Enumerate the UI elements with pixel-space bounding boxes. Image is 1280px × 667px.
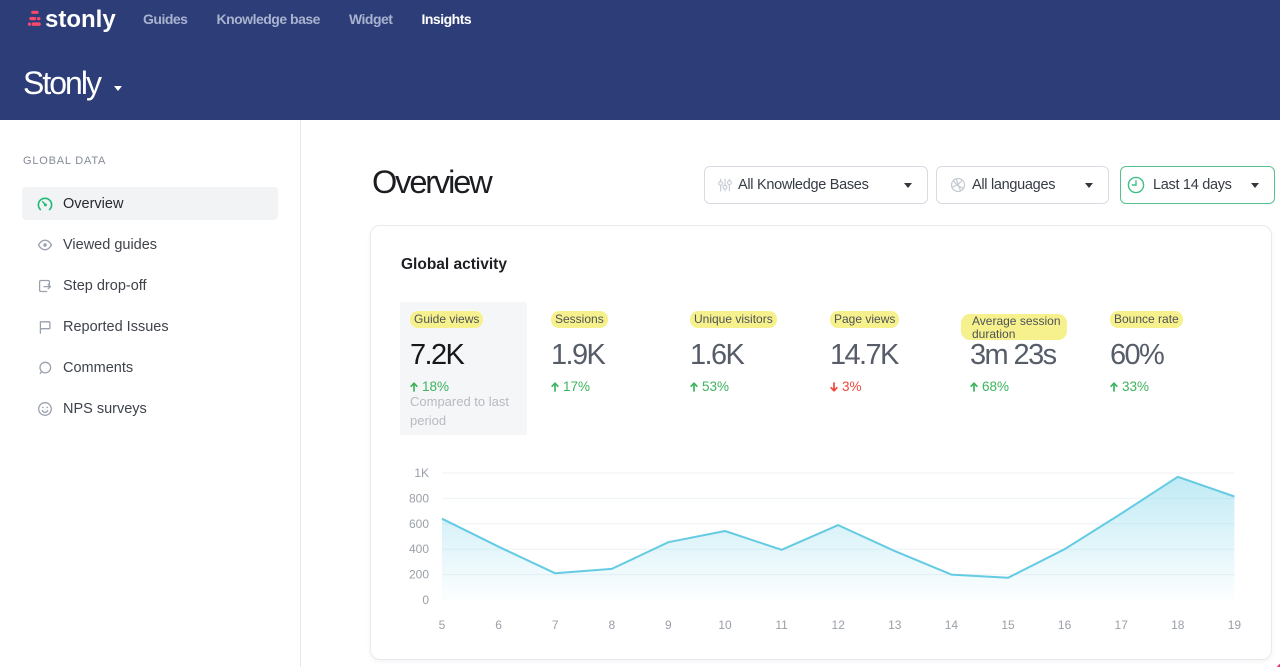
svg-text:10: 10 bbox=[718, 618, 732, 632]
svg-text:200: 200 bbox=[409, 568, 429, 582]
svg-text:1K: 1K bbox=[414, 466, 429, 480]
svg-text:8: 8 bbox=[608, 618, 615, 632]
svg-text:13: 13 bbox=[888, 618, 902, 632]
svg-text:400: 400 bbox=[409, 542, 429, 556]
svg-text:0: 0 bbox=[422, 593, 429, 607]
svg-text:7: 7 bbox=[552, 618, 559, 632]
svg-text:12: 12 bbox=[832, 618, 846, 632]
svg-text:11: 11 bbox=[775, 618, 788, 632]
svg-text:5: 5 bbox=[439, 618, 446, 632]
svg-text:800: 800 bbox=[409, 491, 429, 505]
svg-text:6: 6 bbox=[495, 618, 502, 632]
svg-text:18: 18 bbox=[1171, 618, 1185, 632]
svg-text:600: 600 bbox=[409, 517, 429, 531]
svg-text:16: 16 bbox=[1058, 618, 1072, 632]
svg-text:17: 17 bbox=[1115, 618, 1129, 632]
svg-text:9: 9 bbox=[665, 618, 672, 632]
svg-text:19: 19 bbox=[1228, 618, 1242, 632]
svg-text:15: 15 bbox=[1001, 618, 1015, 632]
svg-text:14: 14 bbox=[945, 618, 959, 632]
